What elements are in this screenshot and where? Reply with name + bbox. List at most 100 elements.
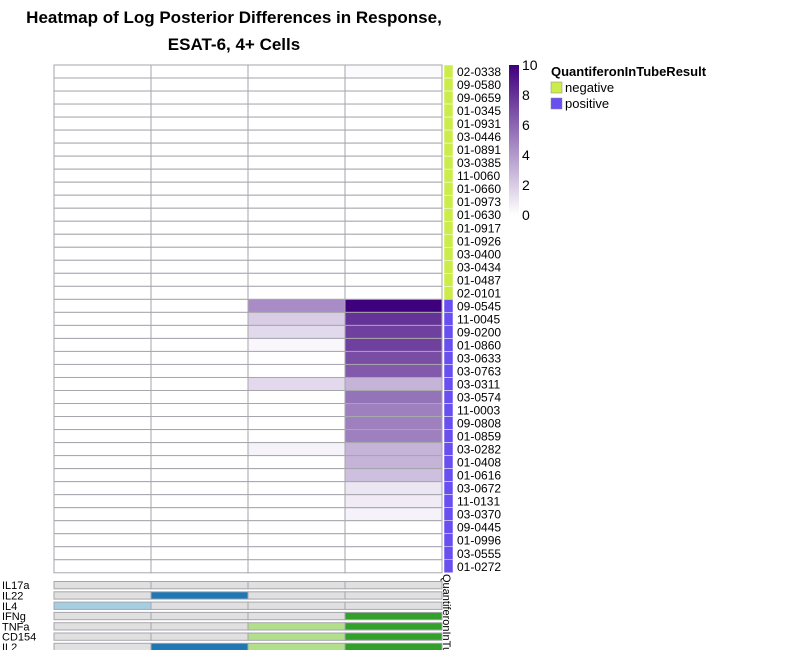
heatmap-cell	[247, 350, 346, 365]
heatmap-cell	[247, 155, 346, 170]
heatmap-cell	[150, 390, 249, 405]
row-label: 01-0926	[457, 234, 501, 248]
heatmap-cell	[247, 429, 346, 444]
heatmap-cell	[344, 103, 443, 118]
cytokine-cell	[247, 632, 346, 641]
heatmap-cell	[247, 246, 346, 261]
chart-title-line-2: ESAT-6, 4+ Cells	[167, 35, 301, 54]
group-annotation-cell	[443, 494, 454, 508]
heatmap-cell	[247, 129, 346, 144]
heatmap-cell	[150, 507, 249, 522]
row-label: 09-0580	[457, 78, 501, 92]
heatmap-cell	[150, 129, 249, 144]
heatmap-cell	[150, 429, 249, 444]
row-label: 01-0891	[457, 143, 501, 157]
heatmap-cell	[150, 455, 249, 470]
heatmap-cell	[150, 155, 249, 170]
heatmap-cell	[247, 220, 346, 235]
heatmap-cell	[150, 363, 249, 378]
heatmap-cell	[247, 116, 346, 131]
row-label: 09-0659	[457, 91, 501, 105]
heatmap-cell	[344, 220, 443, 235]
heatmap-cell	[150, 64, 249, 79]
heatmap-cell	[150, 520, 249, 535]
heatmap-cell	[53, 272, 152, 287]
heatmap-cell	[150, 181, 249, 196]
cytokine-label: IL2	[2, 642, 17, 650]
heatmap-cell	[344, 350, 443, 365]
group-annotation-cell	[443, 181, 454, 196]
cytokine-cell	[344, 632, 443, 641]
heatmap-cell	[53, 181, 152, 196]
row-label: 01-0931	[457, 117, 501, 131]
cytokine-cell	[247, 581, 346, 590]
heatmap-cell	[344, 272, 443, 287]
cytokine-cell	[53, 601, 152, 610]
group-annotation-cell	[443, 468, 454, 482]
colorbar	[509, 65, 519, 215]
heatmap-cell	[344, 259, 443, 274]
heatmap-cell	[53, 116, 152, 131]
group-annotation-cell	[443, 247, 454, 261]
cytokine-cell	[344, 581, 443, 590]
heatmap-cell	[150, 546, 249, 561]
cytokine-label: IFNg	[2, 611, 26, 623]
heatmap-cell	[150, 259, 249, 274]
group-annotation-cell	[443, 364, 454, 378]
row-label: 01-0272	[457, 560, 501, 574]
heatmap-cell	[247, 494, 346, 509]
heatmap-cell	[247, 272, 346, 287]
group-annotation-cell	[443, 429, 454, 443]
heatmap-cell	[344, 455, 443, 470]
heatmap-cell	[247, 520, 346, 535]
row-label: 09-0200	[457, 325, 501, 339]
group-annotation-label: QuantiferonInTu	[440, 574, 452, 650]
heatmap-cell	[53, 142, 152, 157]
heatmap-cell	[247, 64, 346, 79]
heatmap-cell	[247, 416, 346, 431]
heatmap-cell	[53, 468, 152, 483]
cytokine-cell	[247, 622, 346, 631]
cytokine-cell	[344, 611, 443, 621]
heatmap-cell	[53, 507, 152, 522]
row-label: 03-0385	[457, 156, 501, 170]
cytokine-label: IL4	[2, 601, 17, 613]
heatmap-cell	[247, 207, 346, 222]
heatmap-cell	[247, 376, 346, 392]
group-annotation-cell	[443, 299, 454, 313]
cytokine-cell	[150, 611, 249, 621]
heatmap-cell	[247, 455, 346, 470]
group-annotation-cell	[443, 403, 454, 417]
heatmap-cell	[247, 533, 346, 548]
row-label: 03-0574	[457, 391, 501, 405]
row-label: 03-0282	[457, 443, 501, 457]
row-label: 11-0131	[457, 495, 500, 509]
heatmap-cell	[53, 168, 152, 183]
heatmap-cell	[53, 64, 152, 79]
heatmap-cell	[53, 298, 152, 313]
cytokine-cell	[150, 642, 249, 650]
heatmap-cell	[53, 220, 152, 235]
group-annotation-cell	[443, 533, 454, 547]
heatmap-cell	[344, 520, 443, 535]
row-label: 03-0763	[457, 364, 501, 378]
row-label: 01-0973	[457, 195, 501, 209]
heatmap-cell	[150, 233, 249, 248]
row-label: 03-0555	[457, 547, 501, 561]
group-annotation-cell	[443, 129, 454, 144]
heatmap-cell	[53, 442, 152, 457]
row-label: 01-0996	[457, 534, 501, 548]
heatmap-cell	[150, 350, 249, 365]
group-annotation-cell	[443, 546, 454, 561]
row-label: 01-0860	[457, 338, 501, 352]
heatmap-cell	[53, 494, 152, 509]
row-label: 03-0672	[457, 482, 501, 496]
heatmap-cell	[247, 142, 346, 157]
heatmap-cell	[247, 337, 346, 352]
heatmap-cell	[247, 442, 346, 457]
group-annotation-cell	[443, 455, 454, 469]
heatmap-cell	[247, 259, 346, 274]
heatmap-cell	[150, 103, 249, 118]
heatmap-cell	[53, 207, 152, 222]
